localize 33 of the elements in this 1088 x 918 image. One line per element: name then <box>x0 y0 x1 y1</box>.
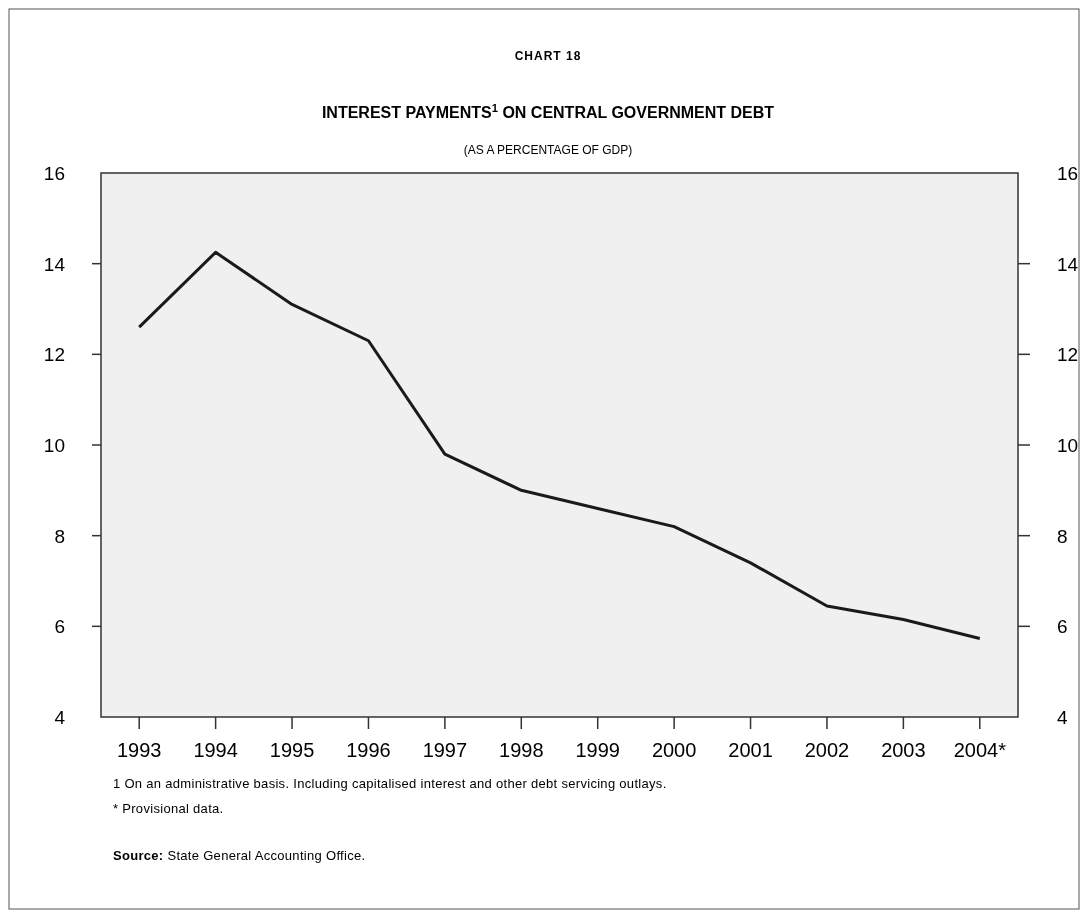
y2-tick-label: 6 <box>1057 616 1068 638</box>
x-tick-label: 2001 <box>728 739 773 761</box>
x-tick-label: 1994 <box>193 739 238 761</box>
y2-tick-label: 10 <box>1057 435 1079 456</box>
y-tick-label: 12 <box>43 344 65 366</box>
x-tick-label: 1995 <box>269 739 315 761</box>
y2-tick-label: 14 <box>1057 253 1079 275</box>
y-tick-label: 8 <box>54 525 65 547</box>
text: * Provisional data. <box>113 801 224 816</box>
y-tick-label: 14 <box>43 253 66 275</box>
text: 1 On an administrative basis. Including capitalised interest and other debt servicing outlays. <box>113 776 667 791</box>
y-tick-label: 16 <box>43 163 65 184</box>
x-tick-label: 1997 <box>422 739 468 761</box>
source-note: Source: State General Accounting Office. <box>113 848 366 863</box>
line-series <box>137 250 982 641</box>
y-tick-label: 4 <box>54 707 66 728</box>
chart-title: INTEREST PAYMENTS$^{1}$ ON CENTRAL GOVERNMENT DEBT <box>321 102 775 121</box>
x-tick-label: 1998 <box>499 739 544 761</box>
caption: CHART 18 <box>514 49 582 63</box>
y-tick-label: 10 <box>43 435 65 456</box>
x-tick-label: 2000 <box>651 739 697 761</box>
y2-tick-label: 8 <box>1057 525 1068 547</box>
y2-tick-label: 16 <box>1057 163 1079 184</box>
x-tick-label: 1999 <box>575 739 620 761</box>
chart-subtitle: (AS A PERCENTAGE OF GDP) <box>463 143 633 157</box>
x-tick-label: 2004* <box>953 739 1007 761</box>
x-tick-label: 2002 <box>804 739 850 761</box>
x-tick-label: 1996 <box>346 739 391 761</box>
y-tick-label: 6 <box>54 616 65 638</box>
x-tick-label: 1993 <box>116 739 162 761</box>
y2-tick-label: 4 <box>1057 707 1068 728</box>
y2-tick-label: 12 <box>1057 344 1079 366</box>
x-tick-label: 2003 <box>881 739 926 761</box>
